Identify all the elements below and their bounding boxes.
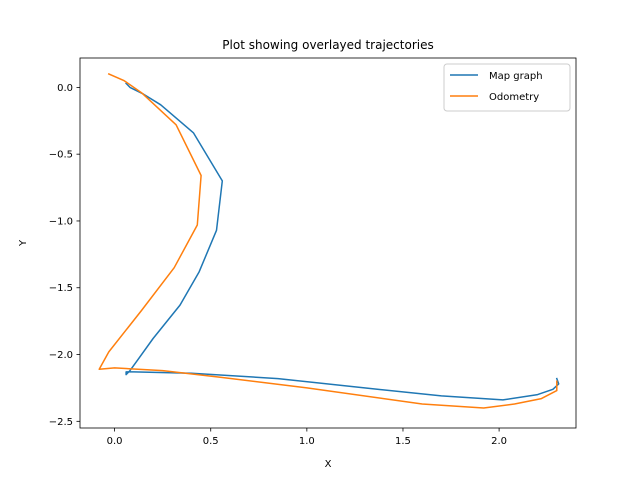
y-tick-label: −0.5 xyxy=(49,150,73,161)
plot-frame xyxy=(79,57,577,429)
y-tick-label: −1.0 xyxy=(49,216,73,227)
y-tick-label: 0.0 xyxy=(57,83,73,94)
y-tick-label: −2.0 xyxy=(49,350,73,361)
y-tick-label: −1.5 xyxy=(49,283,73,294)
y-axis-label: Y xyxy=(18,239,29,247)
y-tick-label: −2.5 xyxy=(49,417,73,428)
x-tick-label: 1.5 xyxy=(395,436,411,447)
x-tick-label: 1.0 xyxy=(299,436,315,447)
plot-area xyxy=(80,58,576,428)
x-tick-label: 0.5 xyxy=(203,436,219,447)
x-tick-label: 2.0 xyxy=(491,436,507,447)
series-line-odometry xyxy=(98,73,558,409)
y-axis: 0.0 −0.5 −1.0 −1.5 −2.0 −2.5 xyxy=(49,83,80,428)
legend-label: Map graph xyxy=(489,71,543,82)
x-tick-label: 0.0 xyxy=(107,436,123,447)
legend: Map graph Odometry xyxy=(443,63,571,112)
chart-title: Plot showing overlayed trajectories xyxy=(222,38,433,52)
x-axis: 0.0 0.5 1.0 1.5 2.0 xyxy=(107,428,507,447)
series-line-map-graph xyxy=(125,82,560,401)
series-layer xyxy=(98,73,560,409)
x-axis-label: X xyxy=(325,459,332,470)
legend-label: Odometry xyxy=(489,92,539,103)
